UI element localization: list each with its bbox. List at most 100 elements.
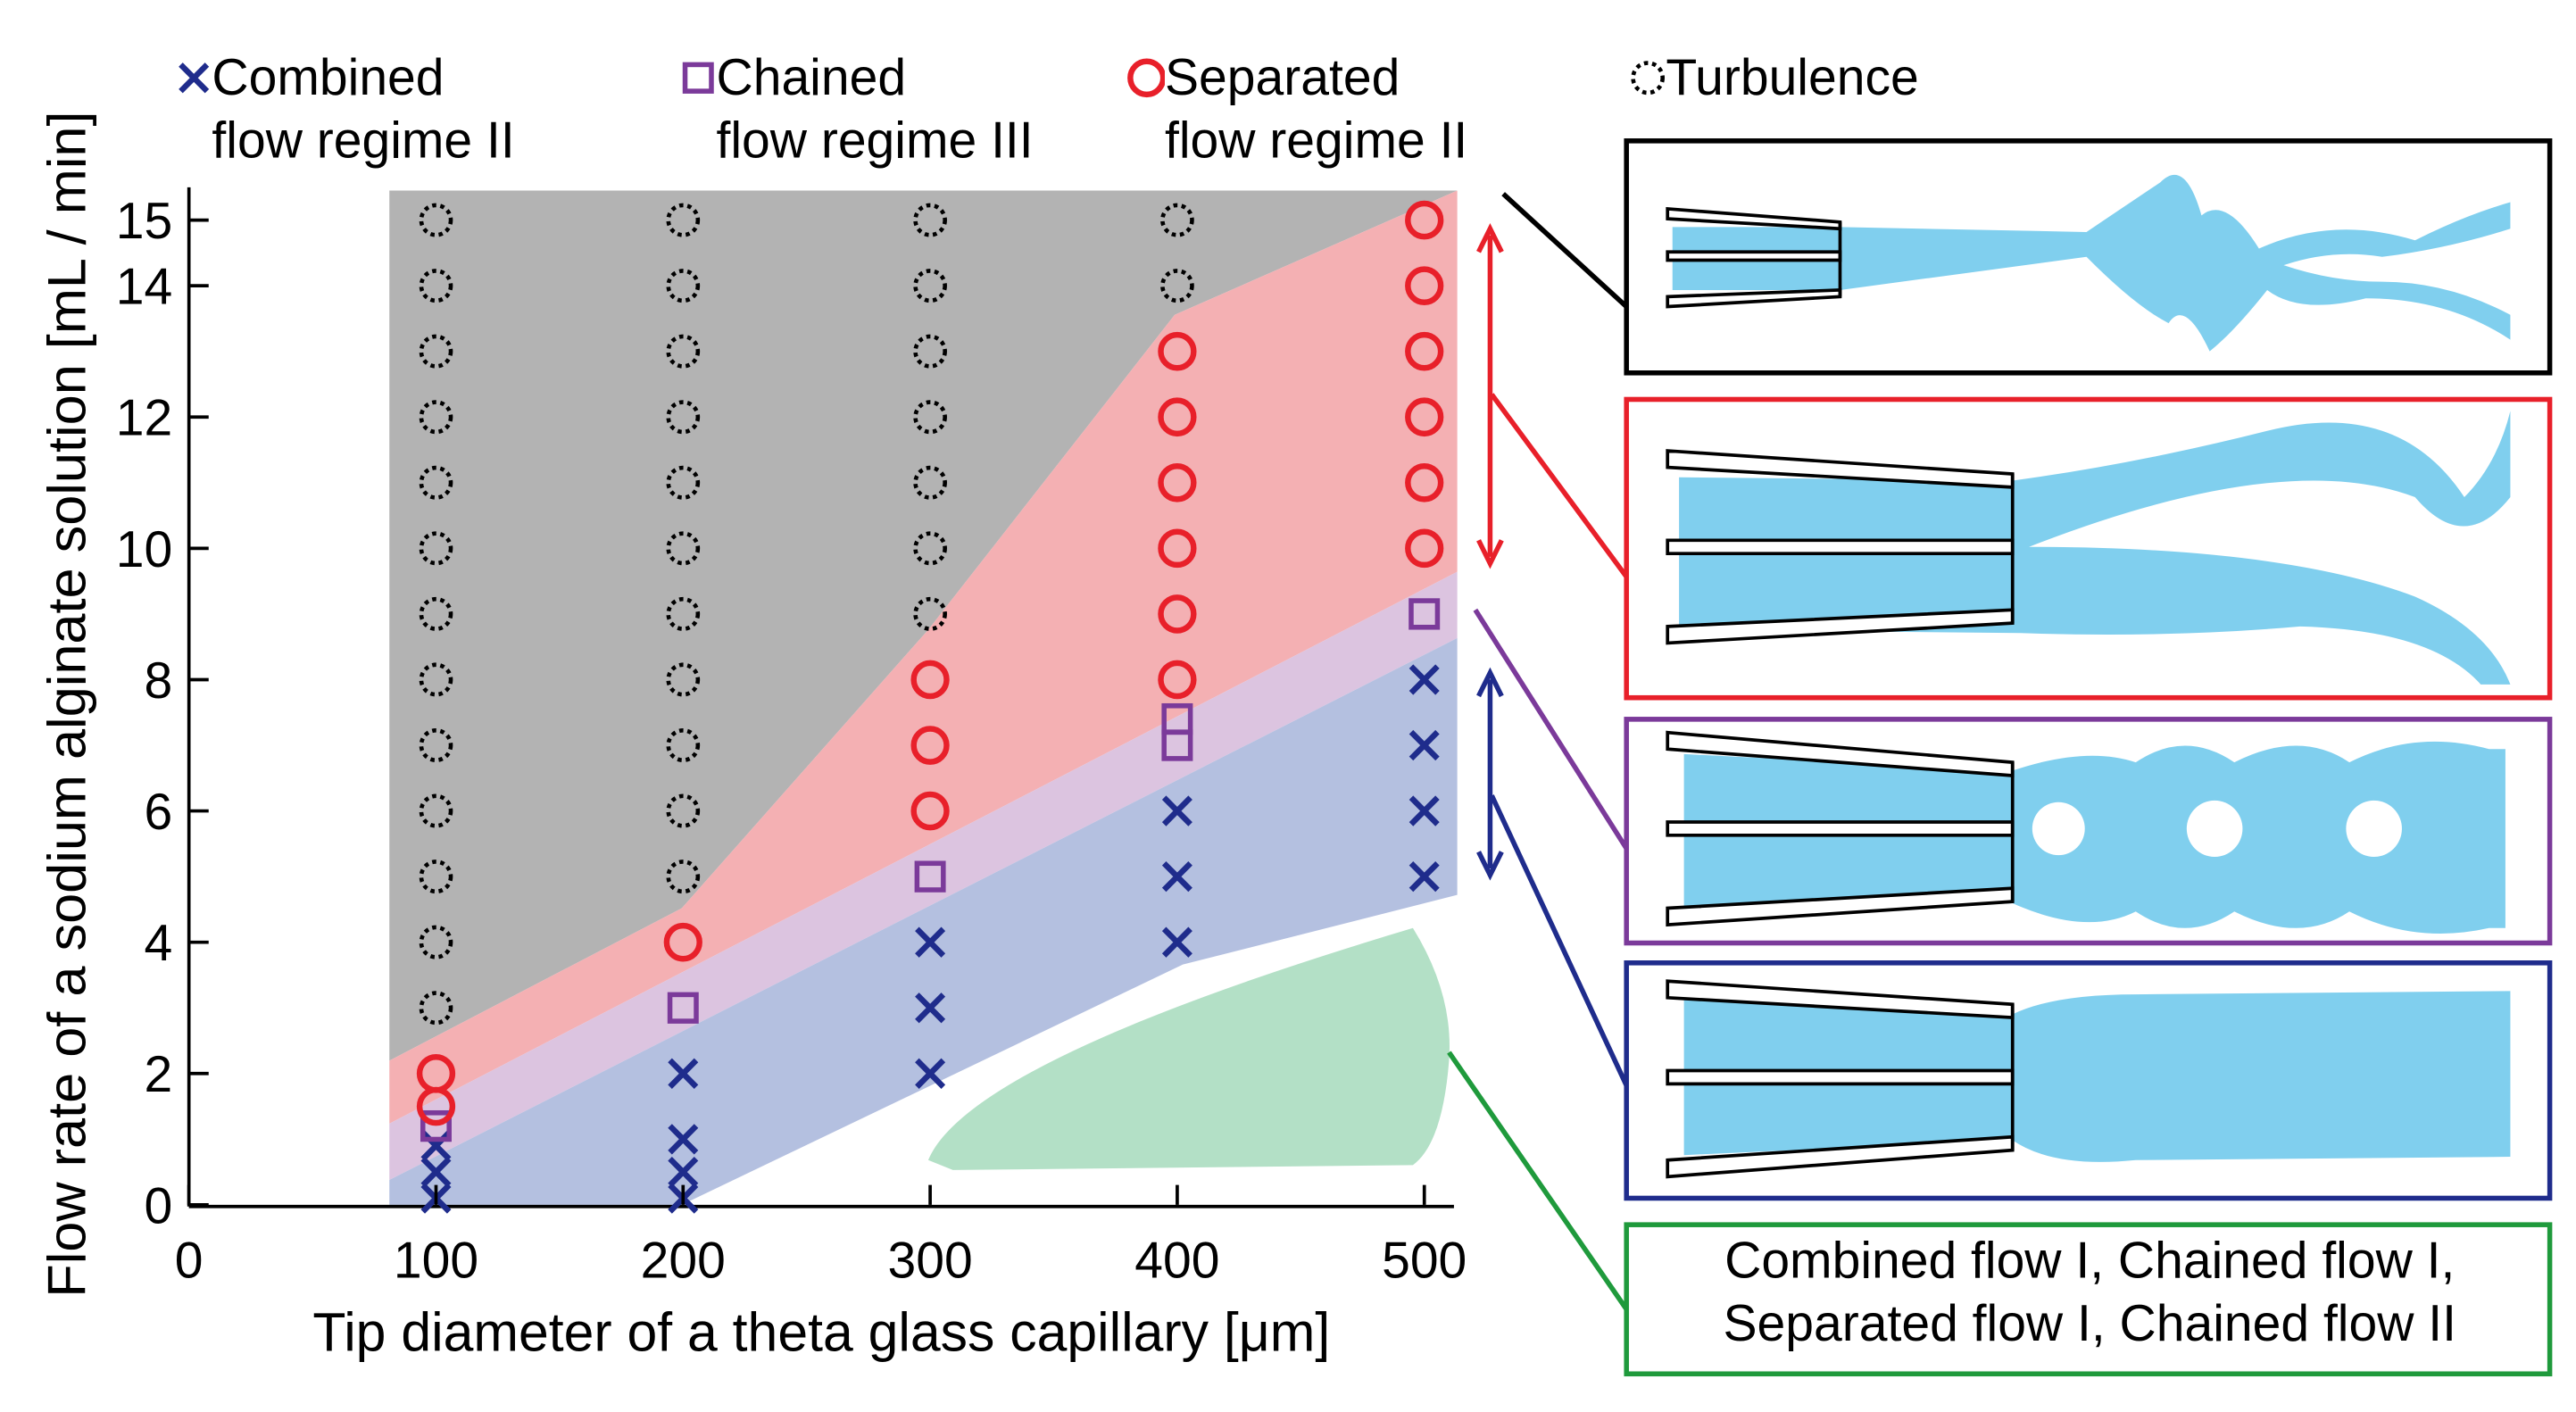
x-tick-label: 200 bbox=[641, 1232, 726, 1289]
panel bbox=[1624, 960, 2553, 1201]
y-tick-label: 8 bbox=[145, 652, 173, 710]
dotted-circle-marker bbox=[913, 400, 947, 435]
square-marker bbox=[667, 992, 699, 1024]
x-tick-label: 500 bbox=[1382, 1232, 1467, 1289]
panel bbox=[1624, 717, 2553, 946]
dotted-circle-marker bbox=[666, 596, 701, 631]
cross-marker bbox=[1161, 926, 1192, 958]
legend-label: Combined flow regime II bbox=[212, 47, 515, 170]
legend-symbol bbox=[1127, 58, 1165, 98]
flow bbox=[1683, 741, 2505, 934]
capillary bbox=[1666, 206, 1842, 309]
cross-marker bbox=[1408, 664, 1440, 695]
connector bbox=[1490, 393, 1629, 578]
dotted-circle-marker bbox=[419, 334, 453, 369]
dotted-circle-marker bbox=[666, 662, 701, 697]
cross-marker bbox=[668, 1156, 699, 1188]
cross-marker bbox=[1408, 729, 1440, 761]
dotted-circle-marker bbox=[419, 925, 453, 959]
flow-hole bbox=[2032, 802, 2085, 856]
circle-marker bbox=[1405, 397, 1444, 437]
dotted-circle-marker bbox=[666, 400, 701, 435]
annotation: Combined flow I, Chained flow I, Separat… bbox=[1723, 1231, 2456, 1353]
axes bbox=[187, 187, 1454, 1209]
connector bbox=[1447, 1051, 1629, 1311]
dotted-circle-marker bbox=[666, 531, 701, 566]
dotted-circle-marker bbox=[419, 203, 453, 237]
dotted-circle-marker bbox=[419, 465, 453, 500]
cross-marker bbox=[668, 1124, 699, 1155]
cross-marker bbox=[915, 926, 946, 958]
circle-marker bbox=[1158, 594, 1197, 634]
connector bbox=[1473, 608, 1629, 851]
circle-marker bbox=[1158, 660, 1197, 700]
dotted-circle-marker bbox=[666, 465, 701, 500]
flow bbox=[1672, 174, 2511, 352]
legend-label: Separated flow regime II bbox=[1164, 47, 1468, 170]
legend-item: Combined flow regime II bbox=[172, 46, 515, 172]
y-tick-label: 14 bbox=[116, 258, 172, 315]
flow bbox=[1683, 991, 2511, 1162]
y-tick-label: 10 bbox=[116, 521, 172, 578]
circle-marker bbox=[1405, 331, 1444, 371]
square-marker bbox=[914, 860, 946, 893]
legend-item: Separated flow regime II bbox=[1126, 46, 1467, 172]
connector bbox=[1501, 192, 1629, 309]
circle-marker bbox=[1158, 462, 1197, 503]
turbulence-region bbox=[389, 190, 1458, 1061]
dotted-circle-marker bbox=[666, 860, 701, 894]
x-axis-label: Tip diameter of a theta glass capillary … bbox=[312, 1301, 1330, 1362]
cross-marker bbox=[179, 62, 210, 94]
dotted-circle-marker bbox=[913, 203, 947, 237]
legend-item: Chained flow regime III bbox=[677, 46, 1034, 172]
other-region bbox=[927, 927, 1450, 1170]
dotted-circle-marker bbox=[419, 860, 453, 894]
circle-marker bbox=[1158, 397, 1197, 437]
circle-marker bbox=[663, 922, 702, 962]
flow-hole bbox=[2186, 800, 2243, 857]
x-tick-label: 100 bbox=[394, 1232, 478, 1289]
dotted-circle-marker bbox=[1160, 203, 1194, 237]
circle-marker bbox=[1405, 266, 1444, 305]
y-tick-label: 4 bbox=[145, 915, 173, 972]
dotted-circle-marker bbox=[419, 596, 453, 631]
y-tick-label: 6 bbox=[145, 784, 173, 841]
legend-symbol bbox=[179, 62, 210, 94]
connectors bbox=[1447, 192, 1629, 1311]
dotted-circle-marker bbox=[666, 269, 701, 303]
marks bbox=[416, 200, 1444, 1214]
dotted-circle-marker bbox=[419, 991, 453, 1026]
cross-marker bbox=[420, 1156, 452, 1188]
cross-marker bbox=[1161, 795, 1192, 826]
dotted-circle-marker bbox=[419, 793, 453, 828]
dotted-circle-marker bbox=[913, 465, 947, 500]
flow-hole bbox=[2346, 800, 2402, 857]
panel bbox=[1624, 396, 2553, 701]
panels bbox=[1624, 138, 2553, 1377]
circle-marker bbox=[1158, 528, 1197, 569]
circle-marker bbox=[1127, 58, 1165, 98]
y-tick-label: 2 bbox=[145, 1046, 173, 1103]
square-marker bbox=[1161, 702, 1193, 735]
dotted-circle-marker bbox=[1631, 61, 1665, 96]
dotted-circle-marker bbox=[913, 334, 947, 369]
square-marker bbox=[682, 62, 714, 94]
circle-marker bbox=[910, 726, 950, 765]
x-tick-label: 0 bbox=[175, 1232, 204, 1289]
dotted-circle-marker bbox=[666, 793, 701, 828]
y-tick-label: 15 bbox=[116, 193, 172, 250]
cross-marker bbox=[1161, 860, 1192, 893]
legend-symbol bbox=[1631, 61, 1665, 96]
flow-drawings bbox=[1672, 174, 2511, 1162]
dotted-circle-marker bbox=[419, 400, 453, 435]
panel bbox=[1624, 1222, 2553, 1377]
arrow-head bbox=[1476, 667, 1504, 881]
cross-marker bbox=[668, 1058, 699, 1089]
combined-region bbox=[389, 637, 1458, 1205]
cross-marker bbox=[915, 993, 946, 1024]
circle-marker bbox=[1158, 331, 1197, 371]
legend-label: Chained flow regime III bbox=[716, 47, 1034, 170]
circle-marker bbox=[1405, 528, 1444, 569]
